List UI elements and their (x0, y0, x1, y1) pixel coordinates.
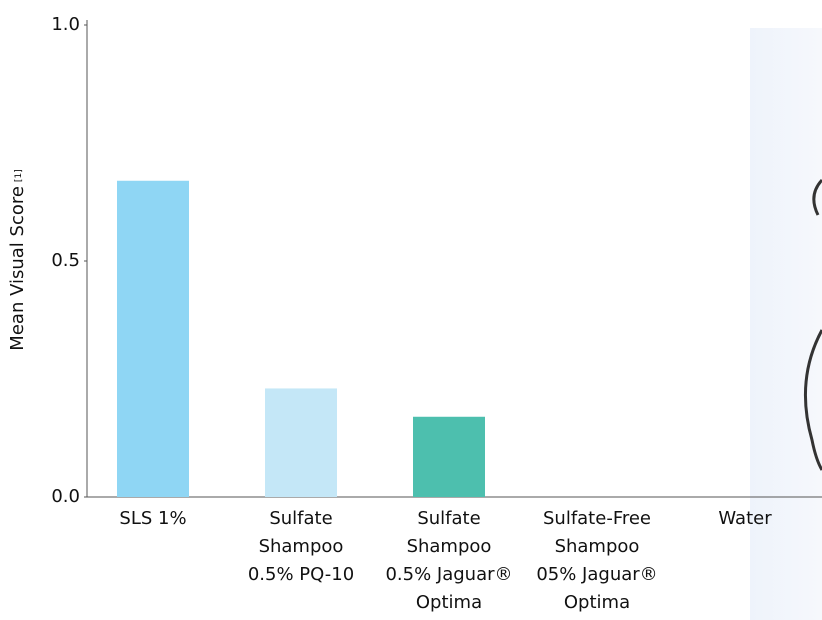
x-tick-label: Water (718, 508, 772, 529)
y-tick-label: 0.5 (51, 250, 80, 271)
y-axis-title: Mean Visual Score [1] (7, 169, 28, 350)
bar (265, 388, 337, 497)
photo-panel (750, 28, 822, 620)
x-tick-label: Optima (564, 592, 630, 613)
x-tick-label: 0.5% PQ-10 (248, 564, 354, 585)
photo-detail (803, 178, 822, 471)
x-tick-label: 0.5% Jaguar® (385, 564, 512, 585)
x-tick-label: Shampoo (407, 536, 492, 557)
x-tick-label: 05% Jaguar® (536, 564, 657, 585)
x-tick-label: Sulfate (269, 508, 332, 529)
x-tick-label: Sulfate (417, 508, 480, 529)
y-axis-title-text: Mean Visual Score (7, 186, 28, 351)
y-tick-label: 1.0 (51, 14, 80, 35)
x-tick-label: Shampoo (259, 536, 344, 557)
bar (413, 416, 485, 497)
y-tick-label: 0.0 (51, 486, 80, 507)
x-tick-label: Optima (416, 592, 482, 613)
y-axis-note: [1] (14, 169, 24, 182)
x-tick-label: Shampoo (555, 536, 640, 557)
x-tick-label: SLS 1% (119, 508, 186, 529)
bar (117, 180, 189, 497)
x-tick-label: Sulfate-Free (543, 508, 651, 529)
